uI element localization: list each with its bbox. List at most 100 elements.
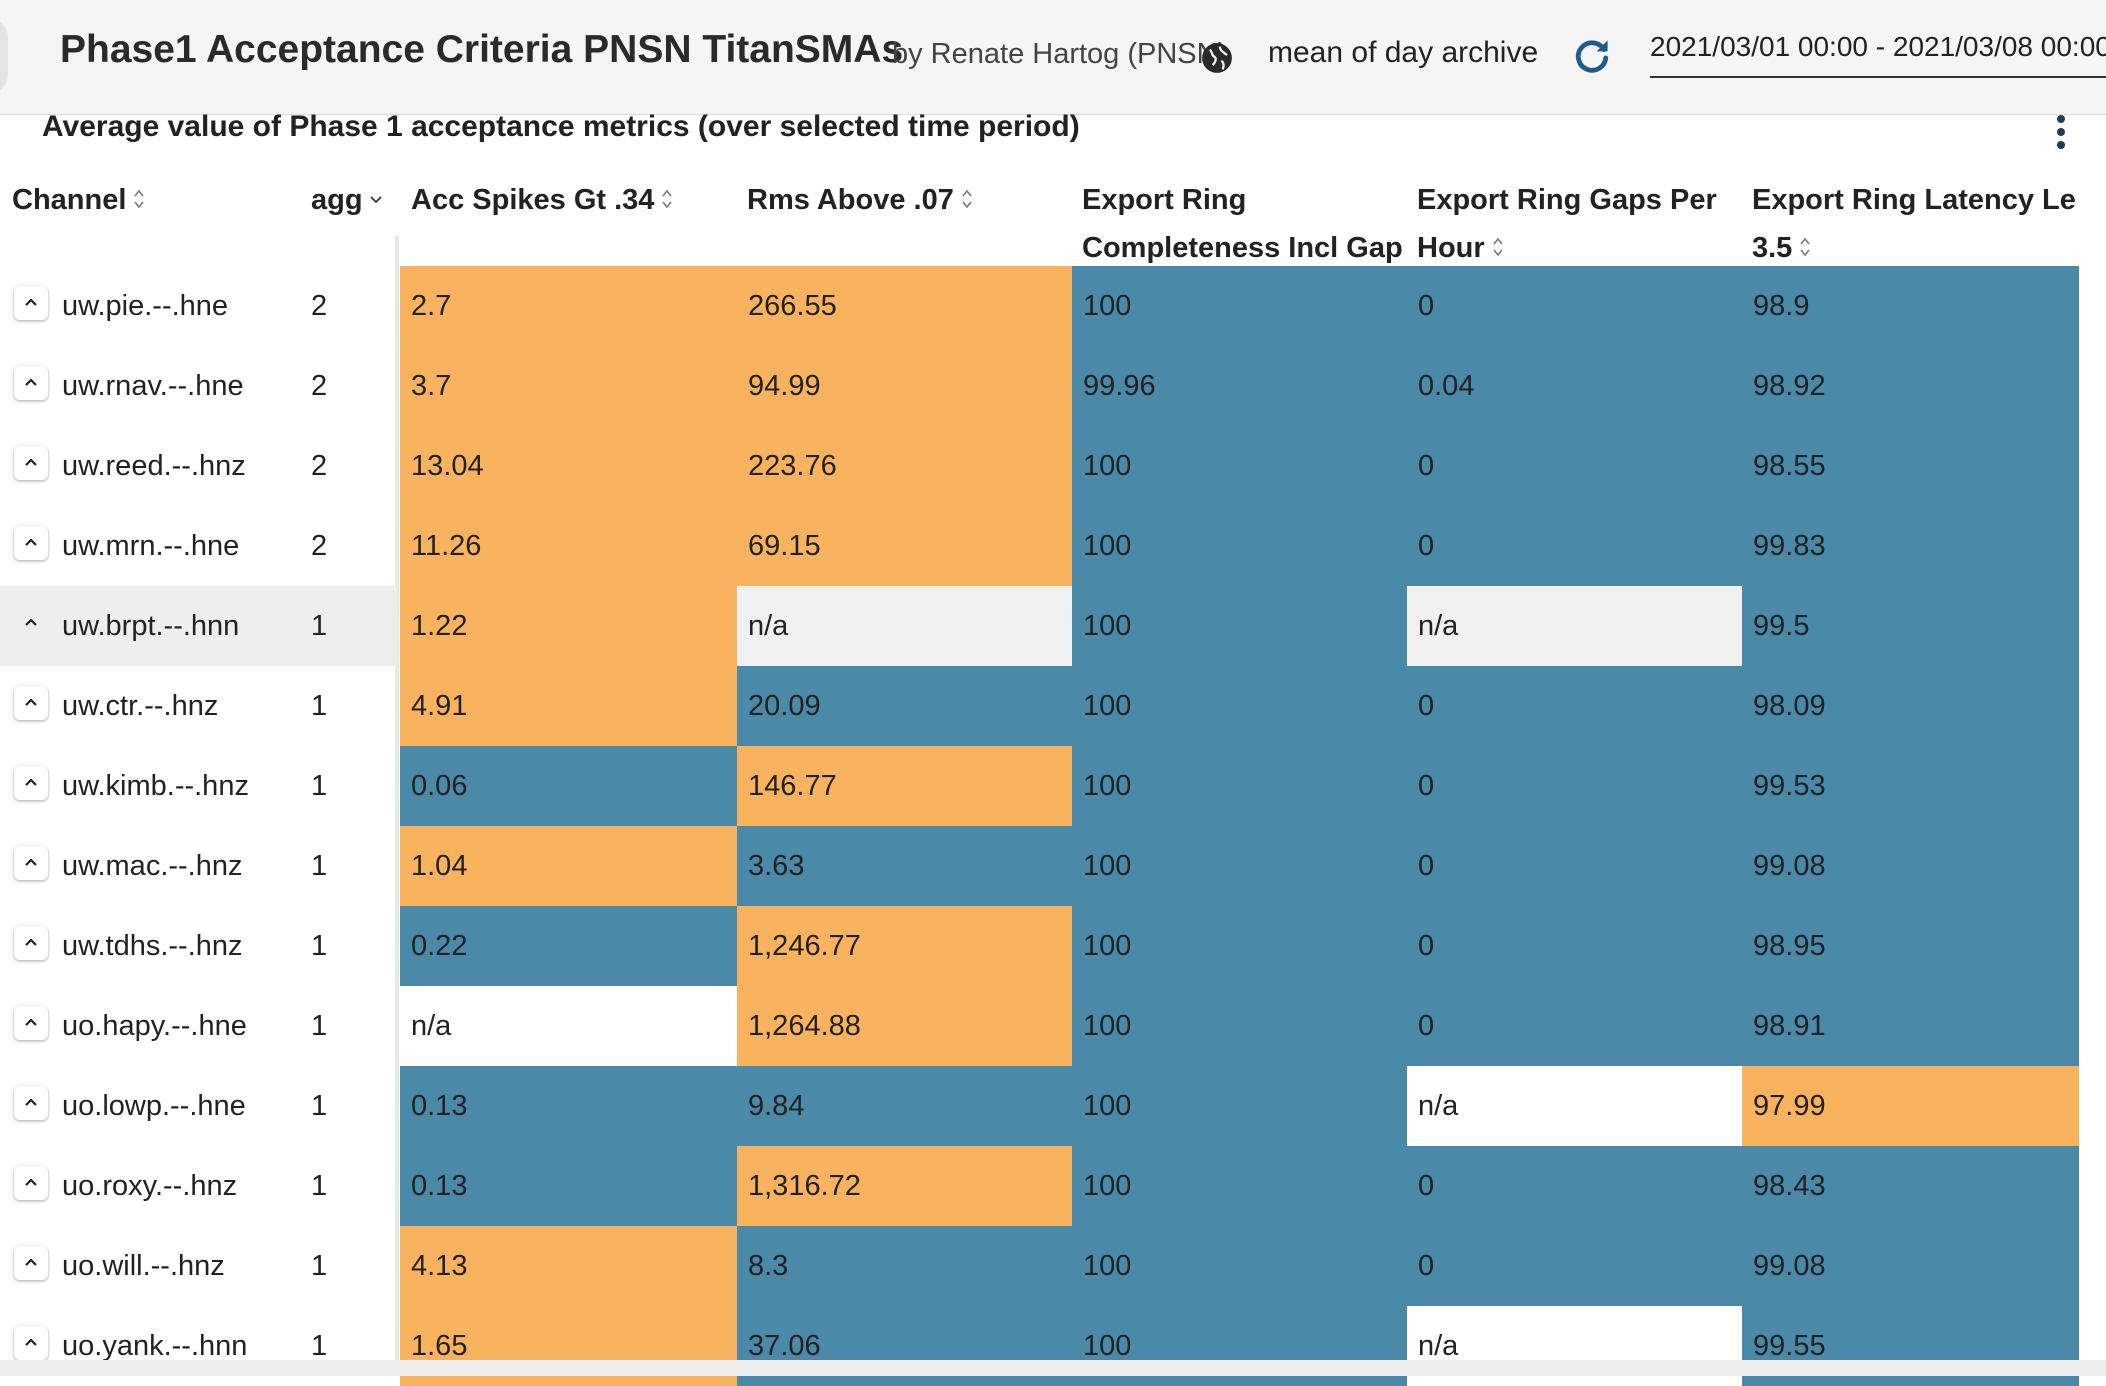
top-bar: Phase1 Acceptance Criteria PNSN TitanSMA… xyxy=(0,0,2106,115)
cell-completeness: 100 xyxy=(1072,746,1407,826)
table-row[interactable]: uw.tdhs.--.hnz 1 0.22 1,246.77 100 0 98.95 xyxy=(0,906,2080,986)
table-row[interactable]: uw.kimb.--.hnz 1 0.06 146.77 100 0 99.53 xyxy=(0,746,2080,826)
metrics-table: Channel agg Acc Spikes Gt .34 Rms Above … xyxy=(0,176,2080,1386)
cell-rms-above: 223.76 xyxy=(737,426,1072,506)
aggregation-mode[interactable]: mean of day archive xyxy=(1268,36,1539,69)
expand-row-button[interactable] xyxy=(14,286,48,320)
table-row[interactable]: uw.rnav.--.hne 2 3.7 94.99 99.96 0.04 98.92 xyxy=(0,346,2080,426)
table-row[interactable]: uw.mac.--.hnz 1 1.04 3.63 100 0 99.08 xyxy=(0,826,2080,906)
cell-completeness: 100 xyxy=(1072,1066,1407,1146)
column-header-rms-above[interactable]: Rms Above .07 xyxy=(747,176,974,224)
cell-channel: uo.roxy.--.hnz xyxy=(62,1170,238,1202)
cell-rms-above: 146.77 xyxy=(737,746,1072,826)
row-hover-highlight xyxy=(0,586,397,666)
cell-agg: 1 xyxy=(311,610,328,642)
cell-gaps: 0 xyxy=(1407,506,1742,586)
column-header-agg[interactable]: agg xyxy=(311,176,383,224)
refresh-icon[interactable] xyxy=(1570,34,1614,78)
expand-row-button[interactable] xyxy=(14,446,48,480)
column-header-acc-spikes[interactable]: Acc Spikes Gt .34 xyxy=(411,176,674,224)
expand-row-button[interactable] xyxy=(14,766,48,800)
chevron-up-icon xyxy=(25,298,37,306)
cell-latency: 98.91 xyxy=(1742,986,2079,1066)
more-vert-icon[interactable] xyxy=(2050,112,2072,152)
cell-rms-above: 20.09 xyxy=(737,666,1072,746)
cell-agg: 1 xyxy=(311,930,328,962)
cell-rms-above: n/a xyxy=(737,586,1072,666)
column-header-gaps[interactable]: Export Ring Gaps Per Hour xyxy=(1417,184,1717,264)
cell-rms-above: 94.99 xyxy=(737,346,1072,426)
cell-rms-above: 1,316.72 xyxy=(737,1146,1072,1226)
table-row[interactable]: uo.hapy.--.hne 1 n/a 1,264.88 100 0 98.91 xyxy=(0,986,2080,1066)
cell-agg: 1 xyxy=(311,1330,328,1362)
column-divider[interactable] xyxy=(395,236,399,1366)
cell-gaps: 0 xyxy=(1407,1146,1742,1226)
cell-gaps: 0 xyxy=(1407,426,1742,506)
dashboard-author: by Renate Hartog (PNSN) xyxy=(892,38,1228,70)
table-row[interactable]: uw.brpt.--.hnn 1 1.22 n/a 100 n/a 99.5 xyxy=(0,586,2080,666)
panel-title: Average value of Phase 1 acceptance metr… xyxy=(42,110,1080,143)
cell-gaps: 0 xyxy=(1407,1226,1742,1306)
cell-agg: 2 xyxy=(311,370,328,402)
column-header-completeness[interactable]: Export Ring Completeness Incl Gap xyxy=(1082,184,1403,264)
cell-agg: 1 xyxy=(311,770,328,802)
expand-row-button[interactable] xyxy=(14,1006,48,1040)
cell-agg: 2 xyxy=(311,290,328,322)
scroll-edge xyxy=(0,1360,2106,1376)
expand-row-button[interactable] xyxy=(14,686,48,720)
cell-agg: 1 xyxy=(311,1170,328,1202)
cell-acc-spikes: 0.13 xyxy=(400,1066,737,1146)
table-row[interactable]: uw.reed.--.hnz 2 13.04 223.76 100 0 98.55 xyxy=(0,426,2080,506)
cell-latency: 98.43 xyxy=(1742,1146,2079,1226)
cell-completeness: 100 xyxy=(1072,986,1407,1066)
cell-latency: 98.9 xyxy=(1742,266,2079,346)
expand-row-button[interactable] xyxy=(14,526,48,560)
expand-row-button[interactable] xyxy=(14,926,48,960)
chevron-up-icon xyxy=(25,858,37,866)
cell-completeness: 100 xyxy=(1072,426,1407,506)
chevron-up-icon xyxy=(25,618,37,626)
column-header-channel[interactable]: Channel xyxy=(12,176,146,224)
cell-channel: uw.rnav.--.hne xyxy=(62,370,244,402)
globe-icon[interactable] xyxy=(1200,41,1234,75)
cell-latency: 99.53 xyxy=(1742,746,2079,826)
table-row[interactable]: uw.mrn.--.hne 2 11.26 69.15 100 0 99.83 xyxy=(0,506,2080,586)
cell-agg: 2 xyxy=(311,450,328,482)
chevron-up-icon xyxy=(25,1018,37,1026)
cell-completeness: 100 xyxy=(1072,1226,1407,1306)
table-body: uw.pie.--.hne 2 2.7 266.55 100 0 98.9 uw.rnav.-… xyxy=(0,266,2080,1386)
column-header-latency[interactable]: Export Ring Latency Le 3.5 xyxy=(1752,184,2076,264)
sort-icon xyxy=(662,190,673,209)
expand-row-button[interactable] xyxy=(14,846,48,880)
sort-icon xyxy=(134,190,145,209)
table-row[interactable]: uo.roxy.--.hnz 1 0.13 1,316.72 100 0 98.43 xyxy=(0,1146,2080,1226)
expand-row-button[interactable] xyxy=(14,606,48,640)
expand-row-button[interactable] xyxy=(14,1086,48,1120)
cell-latency: 98.92 xyxy=(1742,346,2079,426)
chevron-up-icon xyxy=(25,778,37,786)
cell-latency: 97.99 xyxy=(1742,1066,2079,1146)
sort-icon xyxy=(962,190,972,209)
cell-completeness: 100 xyxy=(1072,1146,1407,1226)
chevron-up-icon xyxy=(25,698,37,706)
expand-row-button[interactable] xyxy=(14,1326,48,1360)
table-row[interactable]: uw.ctr.--.hnz 1 4.91 20.09 100 0 98.09 xyxy=(0,666,2080,746)
cell-latency: 98.95 xyxy=(1742,906,2079,986)
table-row[interactable]: uo.will.--.hnz 1 4.13 8.3 100 0 99.08 xyxy=(0,1226,2080,1306)
cell-completeness: 99.96 xyxy=(1072,346,1407,426)
cell-rms-above: 8.3 xyxy=(737,1226,1072,1306)
cell-rms-above: 1,264.88 xyxy=(737,986,1072,1066)
sidebar-toggle[interactable] xyxy=(0,18,8,94)
cell-channel: uw.tdhs.--.hnz xyxy=(62,930,243,962)
expand-row-button[interactable] xyxy=(14,1166,48,1200)
cell-channel: uw.pie.--.hne xyxy=(62,290,229,322)
cell-channel: uw.brpt.--.hnn xyxy=(62,610,240,642)
dashboard-title: Phase1 Acceptance Criteria PNSN TitanSMA… xyxy=(60,28,904,71)
table-row[interactable]: uw.pie.--.hne 2 2.7 266.55 100 0 98.9 xyxy=(0,266,2080,346)
date-range-picker[interactable]: 2021/03/01 00:00 - 2021/03/08 00:00 xyxy=(1650,28,2106,78)
chevron-up-icon xyxy=(25,1098,37,1106)
expand-row-button[interactable] xyxy=(14,366,48,400)
expand-row-button[interactable] xyxy=(14,1246,48,1280)
sort-icon xyxy=(1493,238,1503,257)
table-row[interactable]: uo.lowp.--.hne 1 0.13 9.84 100 n/a 97.99 xyxy=(0,1066,2080,1146)
